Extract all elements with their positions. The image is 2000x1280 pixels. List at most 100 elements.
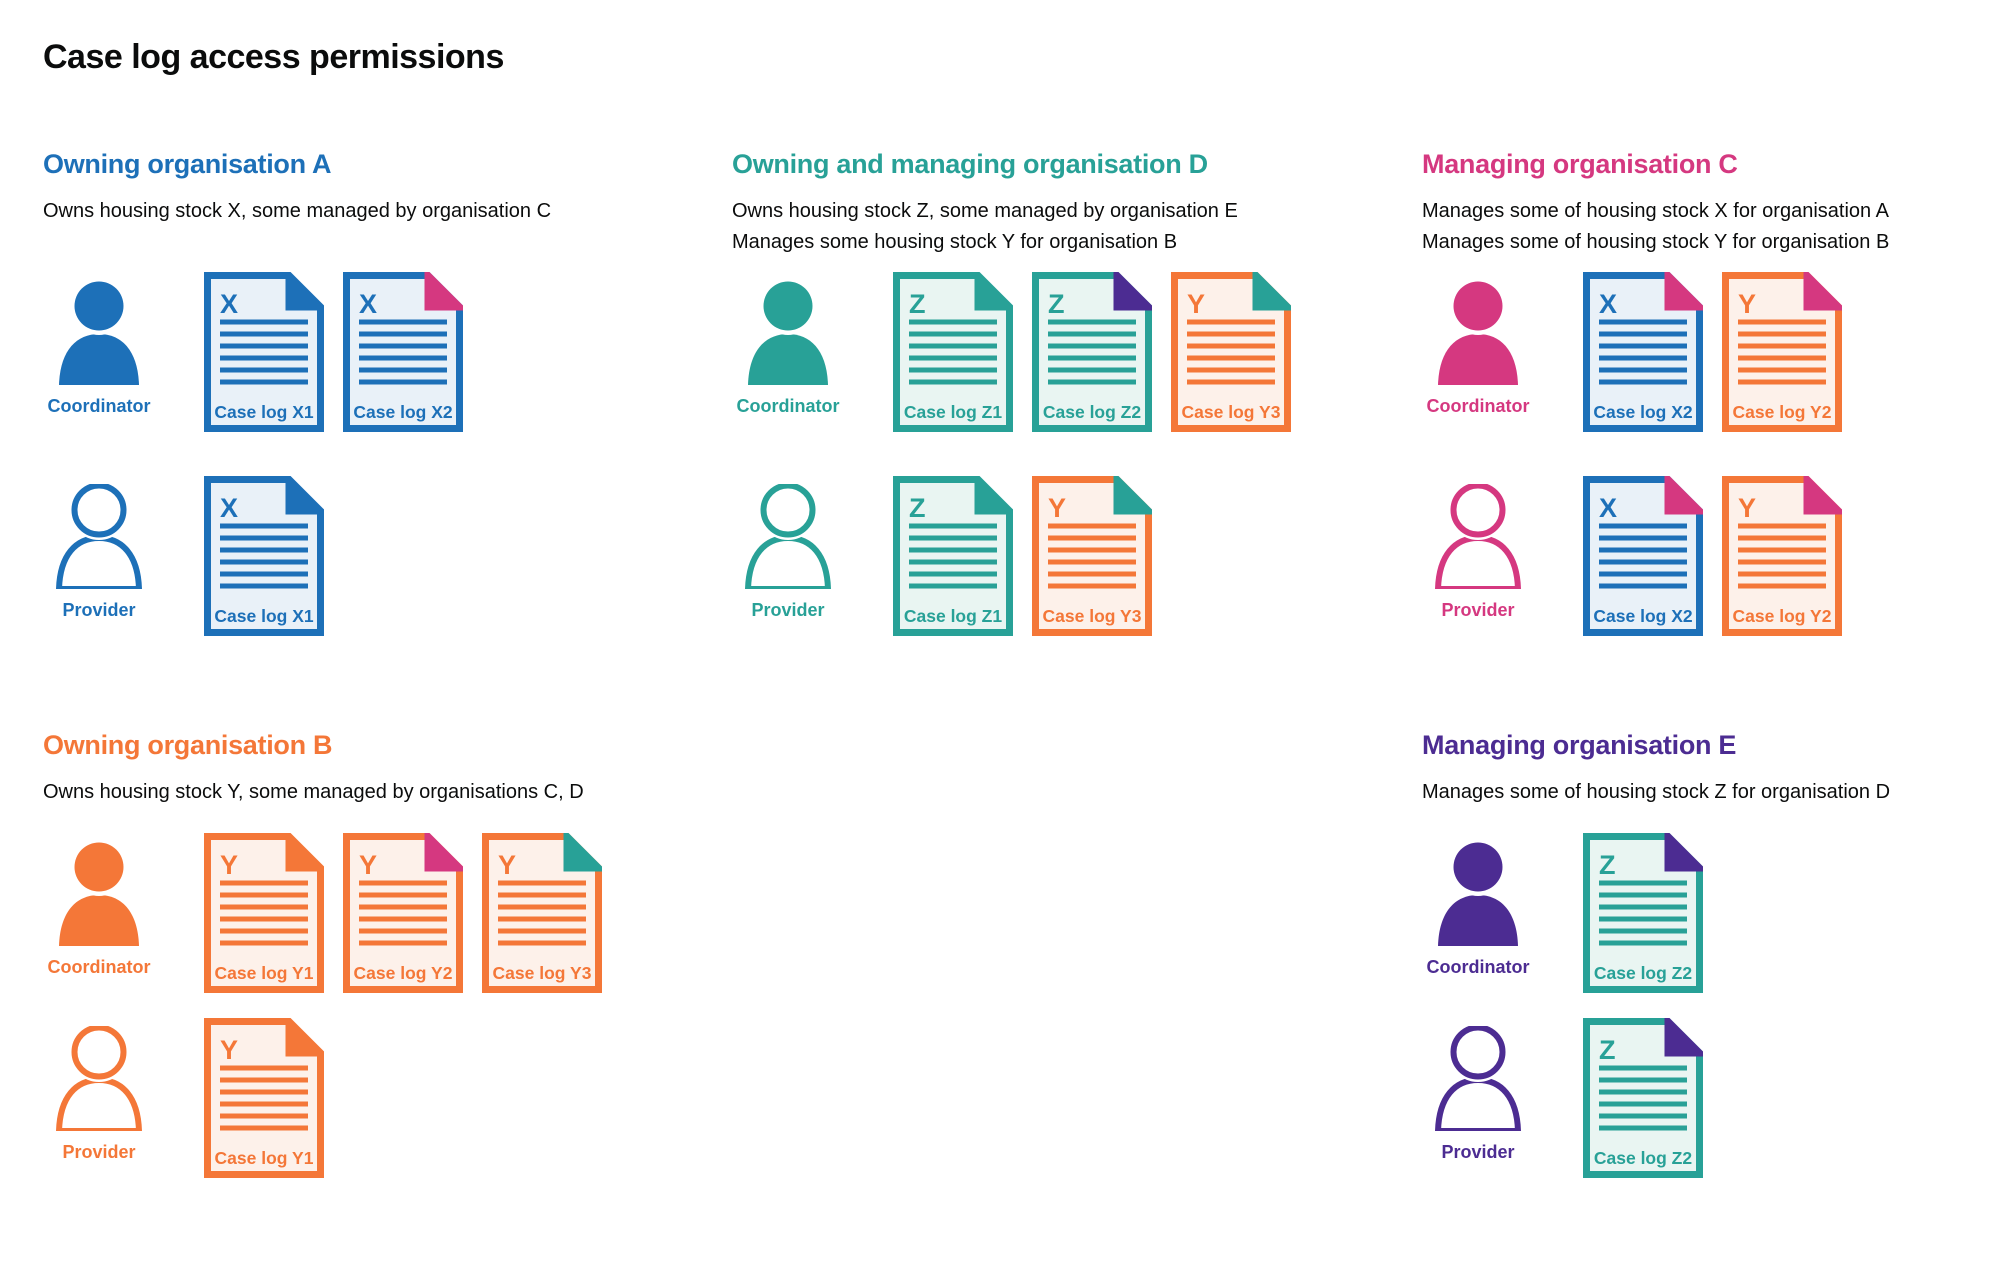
case-log-doc: Z Case log Z1 — [893, 476, 1013, 636]
provider-block: Provider — [1422, 1018, 1534, 1162]
case-log-label: Case log Y1 — [215, 963, 314, 983]
document-icon: Y Case log Y2 — [343, 833, 463, 993]
section-description: Owns housing stock Z, some managed by or… — [732, 196, 1392, 258]
folded-corner-icon — [285, 1018, 324, 1057]
document-icon: X Case log X1 — [204, 272, 324, 432]
case-log-label: Case log Z2 — [1043, 402, 1141, 422]
folded-corner-icon — [1664, 833, 1703, 872]
document-icon: X Case log X2 — [343, 272, 463, 432]
provider-block: Provider — [1422, 476, 1534, 620]
section-description-line: Owns housing stock Y, some managed by or… — [43, 781, 584, 803]
doc-text-lines — [359, 319, 447, 385]
provider-person-icon — [1435, 1026, 1521, 1131]
doc-stock-letter: X — [220, 493, 238, 523]
document-icon: Y Case log Y3 — [482, 833, 602, 993]
section-description-line: Manages some of housing stock Y for orga… — [1422, 231, 1890, 253]
folded-corner-icon — [1803, 476, 1842, 515]
doc-stock-letter: Z — [909, 493, 926, 523]
folded-corner-icon — [1664, 476, 1703, 515]
permission-row-provider: Provider Z Case log Z2 — [1422, 1018, 2000, 1184]
document-icon: X Case log X1 — [204, 476, 324, 636]
case-log-doc: Y Case log Y1 — [204, 833, 324, 993]
case-log-doc: Y Case log Y2 — [1722, 272, 1842, 432]
case-log-label: Case log Z2 — [1594, 963, 1692, 983]
section-title: Managing organisation E — [1422, 730, 1737, 760]
section-description: Owns housing stock Y, some managed by or… — [43, 777, 703, 808]
document-icon: X Case log X2 — [1583, 272, 1703, 432]
section-description: Manages some of housing stock X for orga… — [1422, 196, 2000, 258]
coordinator-block: Coordinator — [732, 272, 844, 416]
section-description-line: Manages some of housing stock X for orga… — [1422, 200, 1889, 222]
section-description-line: Manages some housing stock Y for organis… — [732, 231, 1178, 253]
folded-corner-icon — [1803, 272, 1842, 311]
folded-corner-icon — [563, 833, 602, 872]
role-label: Coordinator — [1426, 957, 1530, 977]
folded-corner-icon — [974, 272, 1013, 311]
doc-text-lines — [1599, 1065, 1687, 1131]
permission-row-provider: Provider X Case log X1 — [43, 476, 703, 642]
section-description-line: Owns housing stock Z, some managed by or… — [732, 200, 1238, 222]
coordinator-person-icon — [748, 280, 828, 385]
case-log-label: Case log X2 — [1593, 402, 1692, 422]
doc-stock-letter: X — [1599, 289, 1617, 319]
doc-text-lines — [1599, 880, 1687, 946]
doc-stock-letter: Y — [1048, 493, 1066, 523]
case-log-label: Case log X1 — [214, 606, 313, 626]
doc-stock-letter: X — [359, 289, 377, 319]
folded-corner-icon — [974, 476, 1013, 515]
coordinator-block: Coordinator — [43, 272, 155, 416]
permission-row-coordinator: Coordinator Z Case log Z2 — [1422, 833, 2000, 999]
section-title: Owning and managing organisation D — [732, 149, 1208, 179]
case-log-doc: Y Case log Y1 — [204, 1018, 324, 1178]
case-log-label: Case log Y2 — [1733, 606, 1832, 626]
case-log-label: Case log X1 — [214, 402, 313, 422]
doc-text-lines — [909, 319, 997, 385]
document-icon: Y Case log Y3 — [1032, 476, 1152, 636]
permission-row-coordinator: Coordinator X Case log X2 Y Case log Y2 — [1422, 272, 2000, 438]
doc-stock-letter: Y — [1187, 289, 1205, 319]
doc-stock-letter: Y — [220, 1035, 238, 1065]
section-description: Manages some of housing stock Z for orga… — [1422, 777, 2000, 808]
doc-stock-letter: Z — [1599, 850, 1616, 880]
doc-stock-letter: Z — [1048, 289, 1065, 319]
case-log-label: Case log Y2 — [354, 963, 453, 983]
doc-text-lines — [1187, 319, 1275, 385]
role-label: Provider — [62, 600, 136, 620]
section-description-line: Owns housing stock X, some managed by or… — [43, 200, 552, 222]
case-log-label: Case log Z1 — [904, 606, 1002, 626]
provider-person-icon — [1435, 484, 1521, 589]
coordinator-block: Coordinator — [43, 833, 155, 977]
case-log-doc: X Case log X2 — [1583, 476, 1703, 636]
role-label: Coordinator — [47, 396, 151, 416]
document-icon: Y Case log Y2 — [1722, 476, 1842, 636]
document-icon: Y Case log Y1 — [204, 833, 324, 993]
permission-row-provider: Provider X Case log X2 Y Case log Y2 — [1422, 476, 2000, 642]
case-log-doc: X Case log X1 — [204, 272, 324, 432]
folded-corner-icon — [1113, 272, 1152, 311]
doc-text-lines — [909, 523, 997, 589]
permission-row-coordinator: Coordinator X Case log X1 X Case log X2 — [43, 272, 703, 438]
case-log-doc: Z Case log Z2 — [1583, 833, 1703, 993]
document-icon: Z Case log Z2 — [1032, 272, 1152, 432]
case-log-label: Case log Y3 — [1182, 402, 1281, 422]
coordinator-person-icon — [59, 280, 139, 385]
doc-stock-letter: Y — [220, 850, 238, 880]
section-description: Owns housing stock X, some managed by or… — [43, 196, 703, 227]
section-org-e: Managing organisation E Manages some of h… — [1422, 729, 2000, 1178]
section-title: Owning organisation B — [43, 730, 333, 760]
role-label: Provider — [62, 1142, 136, 1162]
doc-text-lines — [1048, 319, 1136, 385]
section-org-a: Owning organisation A Owns housing stock … — [43, 148, 703, 636]
case-log-label: Case log Y1 — [215, 1148, 314, 1168]
folded-corner-icon — [1664, 272, 1703, 311]
provider-person-icon — [56, 1026, 142, 1131]
folded-corner-icon — [1664, 1018, 1703, 1057]
case-log-label: Case log X2 — [1593, 606, 1692, 626]
role-label: Provider — [1441, 600, 1515, 620]
section-description-line: Manages some of housing stock Z for orga… — [1422, 781, 1891, 803]
section-org-c: Managing organisation C Manages some of h… — [1422, 148, 2000, 636]
doc-text-lines — [498, 880, 586, 946]
case-log-doc: Z Case log Z1 — [893, 272, 1013, 432]
folded-corner-icon — [285, 833, 324, 872]
